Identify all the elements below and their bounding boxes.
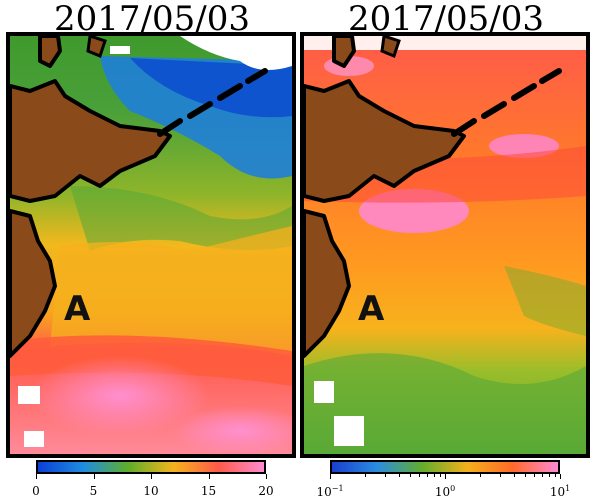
colorbar-tick-label: 101 <box>549 484 571 499</box>
colorbar-tick-label: 0 <box>32 484 40 498</box>
left-panel-date-title: 2017/05/03 <box>54 0 250 39</box>
no-data-area <box>110 46 130 54</box>
colorbar-tick-label: 10−1 <box>316 484 344 499</box>
colorbar-minor-tick <box>499 474 501 477</box>
left-map-panel: A <box>6 32 296 458</box>
colorbar-minor-tick <box>548 474 550 477</box>
right-colorbar <box>330 460 560 474</box>
colorbar-minor-tick <box>514 474 516 477</box>
no-data-area <box>18 386 40 404</box>
colorbar-tick <box>560 474 561 479</box>
low-concentration-region <box>504 266 586 336</box>
right-map-panel: A <box>300 32 590 458</box>
colorbar-minor-tick <box>384 474 386 477</box>
colorbar-minor-tick <box>433 474 435 477</box>
location-marker-a: A <box>64 289 91 329</box>
colorbar-minor-tick <box>534 474 536 477</box>
colorbar-tick <box>266 474 267 479</box>
colorbar-minor-tick <box>399 474 401 477</box>
land-islet <box>380 36 401 59</box>
right-map-canvas <box>304 36 586 454</box>
land-islet <box>86 36 107 59</box>
colorbar-minor-tick <box>554 474 556 477</box>
kuril-islands <box>157 68 268 137</box>
colorbar-tick <box>208 474 210 479</box>
hot-pink-core <box>30 356 210 436</box>
colorbar-tick <box>93 474 95 479</box>
warm-water-region <box>50 226 292 356</box>
land-hokkaido <box>304 79 466 203</box>
transition-zone <box>70 186 292 251</box>
colorbar-tick-label: 100 <box>434 484 456 499</box>
colorbar-minor-tick <box>439 474 441 477</box>
land-sakhalin <box>38 36 62 68</box>
no-data-area <box>334 416 364 446</box>
colorbar-minor-tick <box>364 474 366 477</box>
colorbar-tick-label: 20 <box>258 484 274 498</box>
colorbar-minor-tick <box>410 474 412 477</box>
colorbar-minor-tick <box>479 474 481 477</box>
kuril-islands <box>451 68 562 137</box>
colorbar-tick-label: 10 <box>143 484 159 498</box>
no-data-area <box>24 431 44 447</box>
colorbar-tick <box>445 474 446 479</box>
colorbar-tick-label: 5 <box>89 484 98 498</box>
colorbar-tick <box>151 474 152 479</box>
cold-water-core <box>130 58 292 118</box>
right-panel-date-title: 2017/05/03 <box>348 0 544 39</box>
low-concentration-region <box>304 353 586 454</box>
colorbar-minor-tick <box>525 474 527 477</box>
land-hokkaido <box>10 79 172 203</box>
colorbar-minor-tick <box>542 474 544 477</box>
land-sakhalin <box>332 36 356 68</box>
colorbar-minor-tick <box>419 474 421 477</box>
no-data-area <box>314 381 334 403</box>
left-map-canvas <box>10 36 292 454</box>
colorbar-tick-label: 15 <box>200 484 217 498</box>
colorbar-tick <box>36 474 37 479</box>
colorbar-tick <box>330 474 331 479</box>
location-marker-a: A <box>358 289 385 329</box>
no-data-area <box>304 36 586 50</box>
land-honshu <box>304 209 351 358</box>
hot-pink-core <box>170 406 292 454</box>
no-data-area <box>180 36 292 70</box>
left-colorbar <box>36 460 266 474</box>
colorbar-minor-tick <box>427 474 429 477</box>
land-honshu <box>10 209 57 358</box>
